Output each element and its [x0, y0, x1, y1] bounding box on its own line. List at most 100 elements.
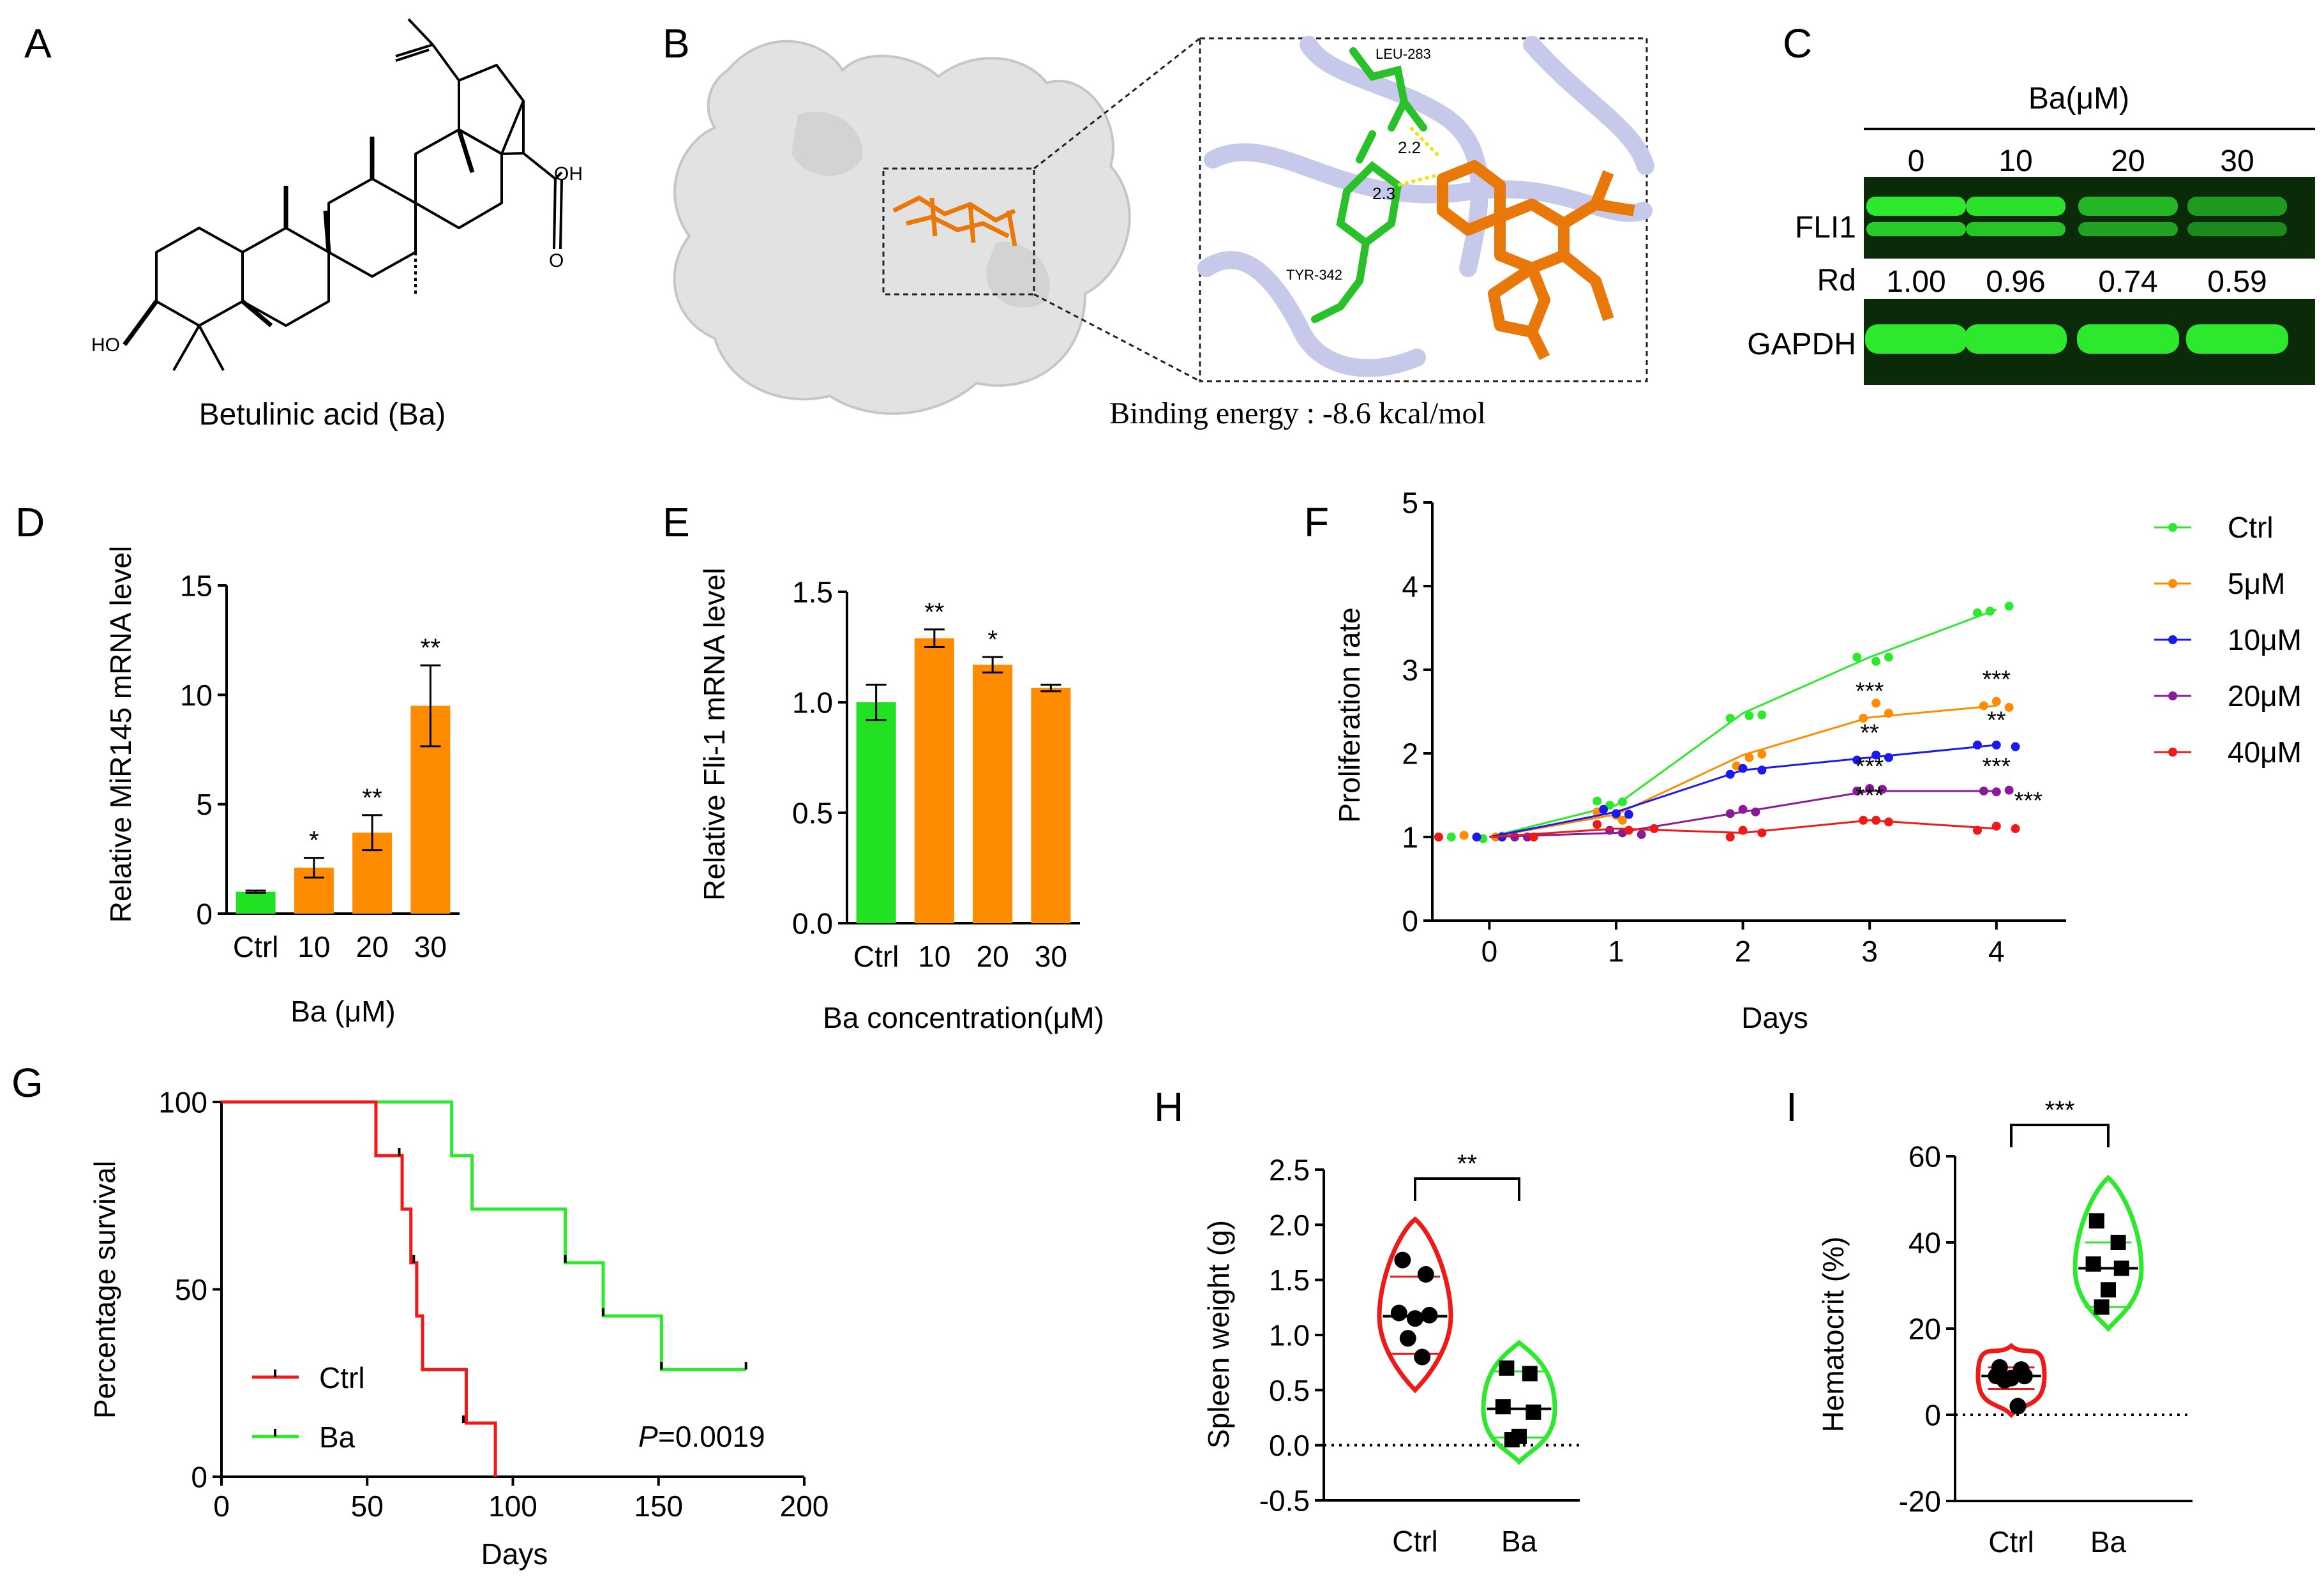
data-point — [1738, 826, 1748, 835]
x-tick-label: 30 — [1035, 940, 1067, 973]
data-point — [1865, 784, 1875, 794]
data-point — [2009, 1398, 2027, 1415]
residue-label: TYR-342 — [1286, 267, 1342, 283]
data-point — [1979, 786, 1988, 796]
gapdh-band — [1965, 324, 2067, 354]
significance-label: ** — [1860, 720, 1879, 746]
data-point — [1725, 833, 1735, 841]
gapdh-band — [2186, 324, 2288, 354]
panel-b-docking: LEU-283 TYR-342 2.2 2.3 Binding energy :… — [673, 36, 1654, 430]
legend-label: 10μM — [2228, 623, 2302, 656]
residue-label: LEU-283 — [1376, 46, 1431, 62]
data-point — [1624, 826, 1633, 835]
y-tick-label: 0.0 — [792, 907, 833, 940]
x-tick-label: Ctrl — [853, 940, 899, 973]
significance-label: *** — [1983, 667, 2011, 693]
fli1-band-upper — [2187, 197, 2287, 216]
y-tick-label: 1 — [1402, 821, 1418, 854]
panel-letter-b: B — [663, 20, 690, 66]
data-point — [1495, 1399, 1511, 1415]
panel-letter-i: I — [1786, 1084, 1797, 1130]
data-point — [2004, 785, 2014, 795]
data-point — [1617, 815, 1627, 825]
compound-name: Betulinic acid (Ba) — [199, 398, 446, 432]
fli1-band-lower — [2078, 222, 2178, 236]
gapdh-band — [2077, 324, 2179, 354]
x-tick-label: 10 — [918, 940, 950, 973]
data-point — [1599, 804, 1608, 814]
zoom-connector — [1033, 293, 1201, 382]
significance-label: *** — [2045, 1096, 2075, 1124]
data-point — [1617, 797, 1627, 806]
data-point — [1526, 1404, 1541, 1420]
data-point — [1871, 815, 1881, 825]
x-tick-label: Ba — [2090, 1525, 2127, 1558]
data-point — [1529, 833, 1538, 841]
data-point — [1407, 1310, 1423, 1327]
data-point — [1871, 698, 1881, 708]
bond — [395, 49, 430, 62]
p-value: =0.0019 — [658, 1420, 765, 1453]
violin-outline — [1481, 1339, 1557, 1465]
data-point — [1979, 701, 1988, 711]
data-point — [1593, 796, 1602, 806]
row-label-rd: Rd — [1817, 264, 1856, 298]
data-point — [1459, 831, 1469, 840]
panel-letter-g: G — [11, 1060, 43, 1106]
y-tick-label: 60 — [1908, 1140, 1941, 1173]
data-point — [1605, 826, 1615, 835]
series-line — [1489, 704, 1997, 838]
y-axis-title: Proliferation rate — [1333, 607, 1366, 823]
x-axis-title: Ba concentration(μM) — [823, 1001, 1104, 1034]
acid-oh-label: OH — [554, 163, 583, 185]
y-tick-label: 50 — [175, 1273, 207, 1306]
rd-value: 0.74 — [2098, 265, 2157, 299]
panel-a-structure — [123, 18, 563, 371]
y-tick-label: 20 — [1908, 1313, 1941, 1346]
bond — [323, 210, 331, 253]
x-tick-label: 200 — [780, 1490, 829, 1523]
x-tick-label: 3 — [1861, 935, 1878, 968]
rd-value: 1.00 — [1886, 265, 1945, 299]
ring-e — [458, 64, 525, 155]
data-point — [1972, 608, 1982, 617]
data-point — [2110, 1235, 2126, 1250]
x-axis-title: Days — [481, 1537, 548, 1571]
x-tick-label: Ctrl — [233, 930, 279, 963]
y-tick-label: 0.5 — [1269, 1374, 1310, 1407]
fli1-band-lower — [1866, 222, 1966, 236]
x-axis-title: Ba (μM) — [290, 995, 396, 1028]
x-tick-label: 30 — [414, 930, 447, 963]
ligand-large — [1437, 160, 1635, 361]
data-point — [1738, 804, 1748, 814]
y-tick-label: 0 — [191, 1461, 207, 1494]
data-point — [2085, 1256, 2101, 1272]
data-point — [1757, 828, 1767, 838]
blot-header: Ba(μM) — [2028, 82, 2129, 116]
data-point — [1852, 755, 1862, 765]
data-point — [1859, 815, 1868, 825]
legend-marker — [2168, 523, 2177, 532]
significance-bracket — [2010, 1124, 2110, 1147]
fli1-band-upper — [1866, 197, 1966, 216]
bond — [123, 299, 158, 347]
lane-label: 10 — [1998, 144, 2032, 178]
data-point — [1510, 833, 1520, 841]
data-point — [1446, 833, 1456, 841]
data-point — [1996, 1372, 2013, 1389]
lane-label: 30 — [2220, 144, 2254, 178]
data-point — [1884, 753, 1893, 762]
y-tick-label: 40 — [1908, 1226, 1941, 1260]
x-tick-label: 100 — [488, 1490, 537, 1523]
data-point — [1522, 1366, 1538, 1382]
chart-d: 0 5 10 15 Ctrl * 10 ** 20 ** 30 Relative MiR145 mRN… — [104, 546, 460, 1028]
data-point — [1738, 764, 1748, 773]
data-point — [1499, 1360, 1515, 1376]
panel-letter-d: D — [15, 499, 45, 545]
residue-sticks — [1311, 47, 1427, 323]
significance-bracket — [1414, 1177, 1520, 1201]
bond — [559, 179, 563, 250]
data-point — [1972, 740, 1982, 750]
bond — [198, 325, 225, 371]
